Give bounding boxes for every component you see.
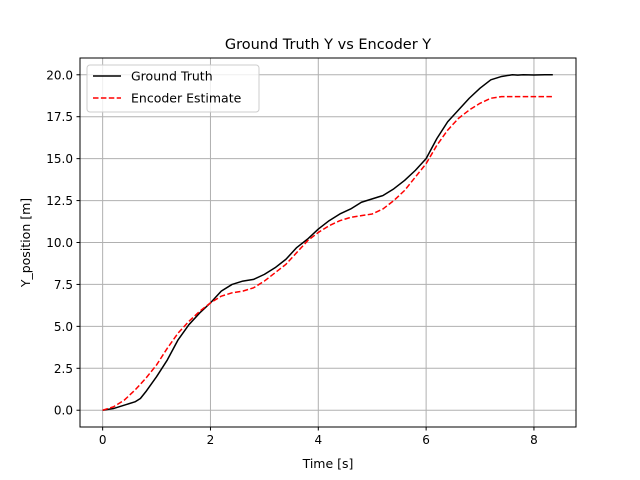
x-tick-label: 0	[99, 433, 107, 447]
legend-label-ground-truth: Ground Truth	[131, 69, 213, 84]
series-line-encoder-estimate	[102, 95, 553, 411]
grid	[80, 58, 576, 427]
x-tick-label: 4	[314, 433, 322, 447]
y-tick-label: 5.0	[54, 320, 73, 334]
legend: Ground Truth Encoder Estimate	[86, 64, 260, 113]
x-tick-label: 8	[530, 433, 538, 447]
y-tick-label: 0.0	[54, 404, 73, 418]
ticks: 0 2 4 6 8 0.0 2.5 5.0 7.5 10.0 12.5 15.0 17.5 20.0	[46, 68, 537, 447]
chart-title: Ground Truth Y vs Encoder Y	[225, 37, 431, 53]
y-tick-label: 12.5	[46, 194, 73, 208]
y-tick-label: 10.0	[46, 236, 73, 250]
series-line-ground-truth	[102, 74, 553, 411]
plot-lines	[102, 74, 553, 411]
y-tick-label: 2.5	[54, 362, 73, 376]
y-tick-label: 20.0	[46, 68, 73, 82]
y-tick-label: 17.5	[46, 110, 73, 124]
x-tick-label: 6	[422, 433, 430, 447]
legend-box	[86, 64, 260, 113]
y-tick-label: 7.5	[54, 278, 73, 292]
x-tick-label: 2	[207, 433, 215, 447]
y-axis-label: Y_position [m]	[18, 198, 33, 288]
x-axis-label: Time [s]	[302, 456, 354, 471]
legend-label-encoder-estimate: Encoder Estimate	[131, 91, 242, 106]
y-tick-label: 15.0	[46, 152, 73, 166]
